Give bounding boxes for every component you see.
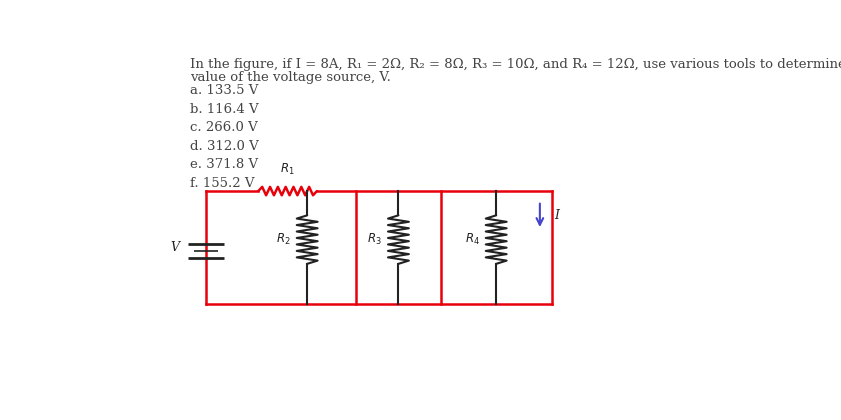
Text: $R_2$: $R_2$	[277, 232, 291, 247]
Text: f. 155.2 V: f. 155.2 V	[190, 176, 254, 189]
Text: a. 133.5 V: a. 133.5 V	[190, 84, 258, 97]
Text: d. 312.0 V: d. 312.0 V	[190, 140, 258, 152]
Text: e. 371.8 V: e. 371.8 V	[190, 158, 258, 171]
Text: value of the voltage source, V.: value of the voltage source, V.	[190, 71, 391, 84]
Text: $R_4$: $R_4$	[465, 232, 480, 247]
Text: V: V	[171, 241, 179, 254]
Text: $R_1$: $R_1$	[280, 161, 295, 176]
Text: $R_3$: $R_3$	[368, 232, 382, 247]
Text: b. 116.4 V: b. 116.4 V	[190, 103, 258, 116]
Text: In the figure, if I = 8A, R₁ = 2Ω, R₂ = 8Ω, R₃ = 10Ω, and R₄ = 12Ω, use various : In the figure, if I = 8A, R₁ = 2Ω, R₂ = …	[190, 58, 841, 71]
Text: I: I	[554, 209, 559, 222]
Text: c. 266.0 V: c. 266.0 V	[190, 121, 257, 134]
